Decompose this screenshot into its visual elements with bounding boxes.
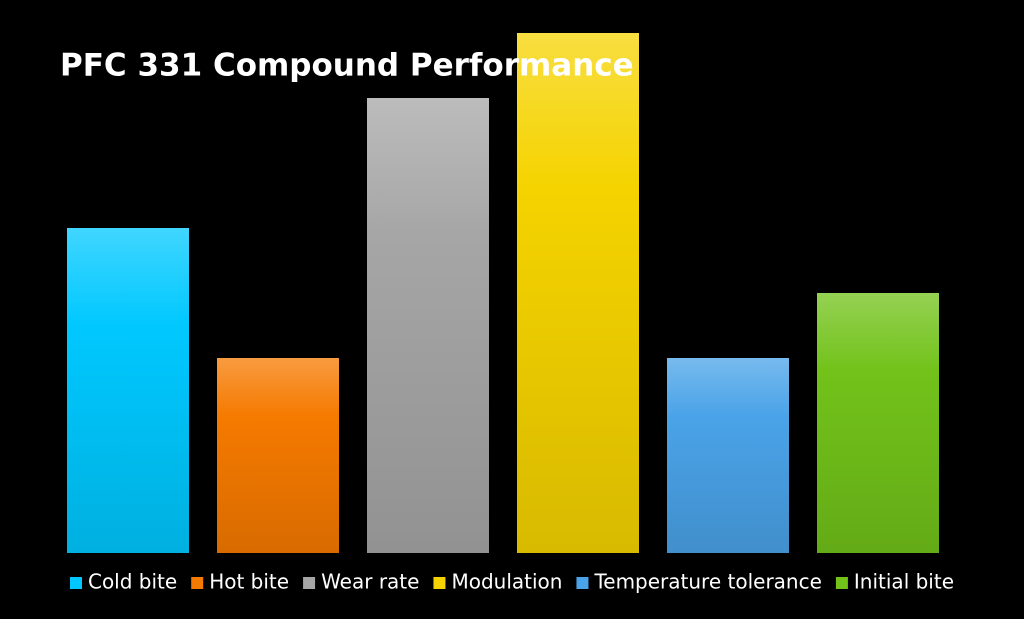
legend-swatch (191, 577, 204, 589)
legend-swatch (69, 577, 82, 589)
legend-label: Initial bite (854, 570, 954, 594)
legend-swatch (433, 577, 446, 589)
bar (367, 98, 489, 553)
legend-label: Temperature tolerance (593, 570, 821, 594)
legend-swatch (303, 577, 316, 589)
legend-label: Hot bite (209, 570, 289, 594)
legend-swatch (576, 577, 589, 589)
legend-label: Modulation (451, 570, 562, 594)
chart-title: PFC 331 Compound Performance (60, 48, 634, 84)
bar (667, 358, 789, 553)
bar (217, 358, 339, 553)
bar (517, 33, 639, 553)
bar (67, 228, 189, 553)
legend-swatch (835, 577, 848, 589)
legend-label: Cold bite (88, 570, 177, 594)
legend-label: Wear rate (321, 570, 419, 594)
bar (817, 293, 939, 553)
